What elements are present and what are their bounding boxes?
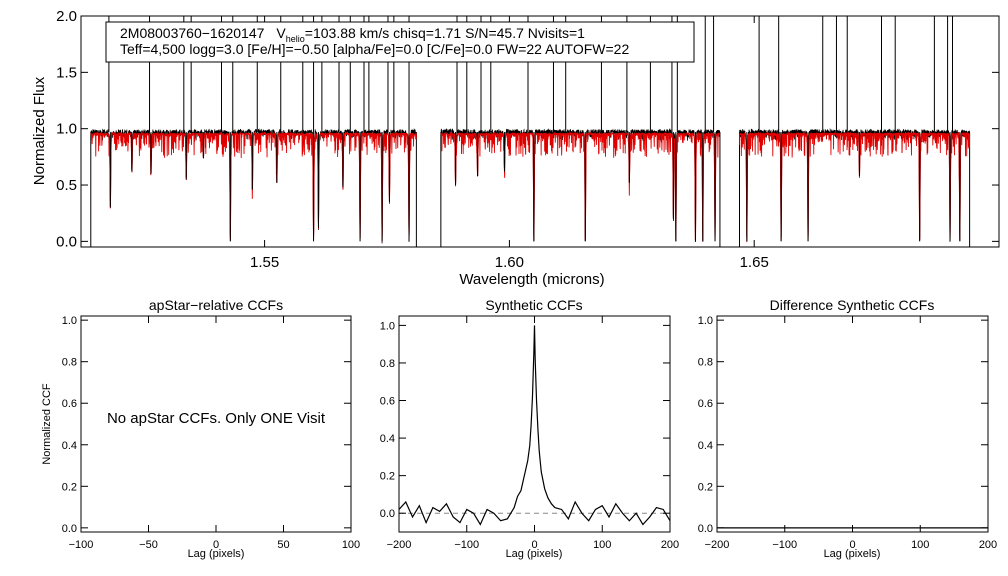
- y-tick-label: 1.5: [56, 64, 77, 81]
- y-tick-label: 2.0: [56, 8, 77, 25]
- apstar-ccf-ylabel: Normalized CCF: [41, 383, 53, 465]
- y-tick-label: 1.0: [62, 315, 77, 327]
- y-tick-label: 0.2: [698, 481, 713, 493]
- x-tick-label: 1.55: [250, 254, 279, 271]
- v-symbol: V: [276, 25, 286, 41]
- synthetic-ccf-title: Synthetic CCFs: [485, 297, 582, 313]
- x-tick-label: 1.60: [495, 254, 524, 271]
- x-tick-label: 1.65: [740, 254, 769, 271]
- x-tick-label: −50: [139, 539, 158, 551]
- x-tick-label: 200: [661, 539, 679, 551]
- difference-ccf-title: Difference Synthetic CCFs: [770, 297, 935, 313]
- y-tick-label: 1.0: [698, 315, 713, 327]
- y-tick-label: 0.8: [698, 357, 713, 369]
- x-tick-label: 0: [531, 539, 537, 551]
- spectrum-plot-frame: [80, 15, 1000, 248]
- y-tick-label: 0.2: [62, 481, 77, 493]
- difference-ccf-ticks: −200 −100 0 100 200 0.0 0.2 0.4 0.6 0.8 1.0: [698, 315, 997, 551]
- apstar-ccf-xlabel: Lag (pixels): [188, 548, 245, 560]
- x-tick-label: 100: [342, 539, 360, 551]
- y-tick-label: 1.0: [56, 121, 77, 138]
- star-id: 2M08003760−1620147: [120, 25, 265, 41]
- x-tick-label: 100: [593, 539, 611, 551]
- spectrum-panel: 1.55 1.60 1.65 0.0 0.5 1.0 1.5 2.0 2M08003760−1…: [31, 8, 1000, 288]
- y-tick-label: 0.4: [62, 440, 77, 452]
- spectrum-ylabel: Normalized Flux: [31, 76, 48, 185]
- y-tick-label: 0.6: [62, 398, 77, 410]
- apstar-ccf-ticks: −100 −50 0 50 100 0.0 0.2 0.4 0.6 0.8 1.0: [62, 315, 360, 551]
- x-tick-label: −100: [69, 539, 94, 551]
- info-box: [105, 21, 695, 63]
- difference-ccf-xlabel: Lag (pixels): [824, 548, 881, 560]
- info-values: =103.88 km/s chisq=1.71 S/N=45.7 Nvisits…: [305, 25, 585, 41]
- y-tick-label: 0.4: [698, 440, 713, 452]
- spectrum-xlabel: Wavelength (microns): [459, 271, 604, 288]
- x-tick-label: −200: [387, 539, 412, 551]
- info-line-2: Teff=4,500 logg=3.0 [Fe/H]=−0.50 [alpha/…: [120, 41, 629, 57]
- y-tick-label: 0.8: [380, 358, 395, 370]
- synthetic-ccf-xlabel: Lag (pixels): [506, 548, 563, 560]
- synthetic-ccf-line: [398, 325, 671, 526]
- spectrum-series: [90, 16, 971, 247]
- x-tick-label: 50: [277, 539, 289, 551]
- y-tick-label: 0.6: [380, 396, 395, 408]
- apstar-ccf-message: No apStar CCFs. Only ONE Visit: [107, 410, 326, 427]
- x-tick-label: 200: [979, 539, 997, 551]
- apstar-ccf-title: apStar−relative CCFs: [149, 297, 283, 313]
- synthetic-ccf-ticks: −200 −100 0 100 200 0.0 0.2 0.4 0.6 0.8 1.0: [380, 316, 679, 551]
- y-tick-label: 0.5: [56, 177, 77, 194]
- x-tick-label: 0: [849, 539, 855, 551]
- model-spectrum-line: [440, 131, 721, 242]
- y-tick-label: 0.6: [698, 398, 713, 410]
- synthetic-ccf-panel: −200 −100 0 100 200 0.0 0.2 0.4 0.6 0.8 1.0 Synthe…: [380, 297, 679, 560]
- info-line-1: 2M08003760−1620147 Vhelio=103.88 km/s chi…: [120, 25, 585, 44]
- x-tick-label: 100: [911, 539, 929, 551]
- x-tick-label: 0: [213, 539, 219, 551]
- y-tick-label: 0.0: [56, 233, 77, 250]
- y-tick-label: 0.0: [380, 508, 395, 520]
- y-tick-label: 0.4: [380, 433, 395, 445]
- model-spectrum-line: [90, 131, 417, 242]
- x-tick-label: −100: [454, 539, 479, 551]
- x-tick-label: −100: [772, 539, 797, 551]
- spectrum-ticks: 1.55 1.60 1.65 0.0 0.5 1.0 1.5 2.0: [56, 8, 999, 271]
- x-tick-label: −200: [705, 539, 730, 551]
- y-tick-label: 0.8: [62, 357, 77, 369]
- difference-ccf-panel: −200 −100 0 100 200 0.0 0.2 0.4 0.6 0.8 1.0 Differ…: [698, 297, 997, 560]
- synthetic-ccf-series: [398, 325, 671, 526]
- y-tick-label: 0.0: [698, 523, 713, 535]
- y-tick-label: 0.0: [62, 523, 77, 535]
- observed-spectrum-line: [739, 128, 971, 242]
- model-spectrum-line: [739, 131, 971, 243]
- y-tick-label: 1.0: [380, 320, 395, 332]
- y-tick-label: 0.2: [380, 471, 395, 483]
- v-subscript: helio: [286, 34, 305, 44]
- apstar-ccf-panel: −100 −50 0 50 100 0.0 0.2 0.4 0.6 0.8 1.0 apStar−r…: [41, 297, 360, 560]
